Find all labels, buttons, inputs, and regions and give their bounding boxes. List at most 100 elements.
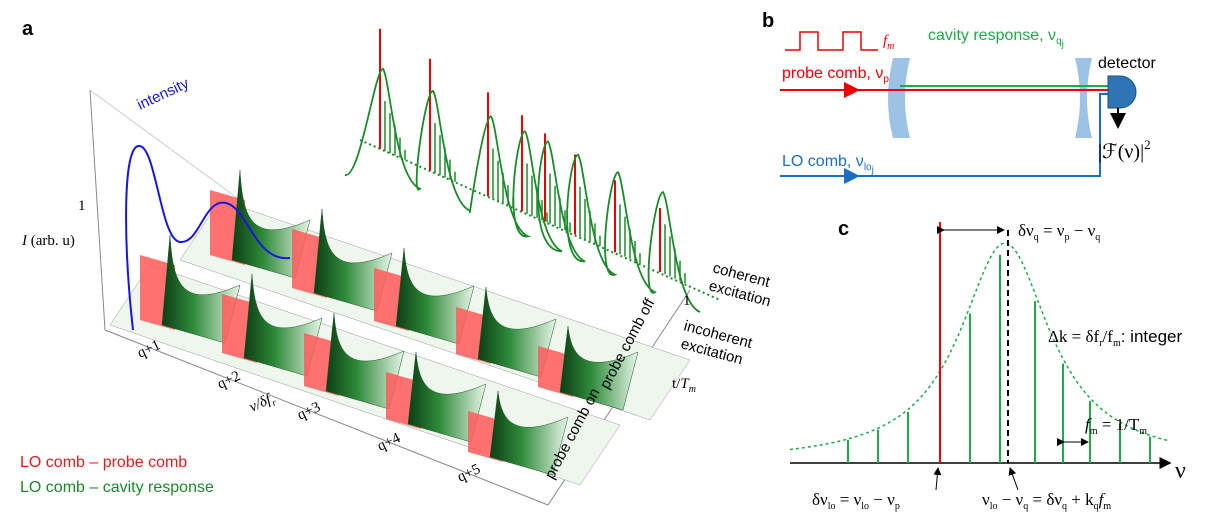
intensity-label: intensity (135, 75, 193, 114)
panel-c: c δνq = νp − νq Δk = δfr/fm: integer fm … (789, 218, 1186, 512)
annotation: j (871, 165, 874, 176)
annotation: δν (812, 490, 828, 509)
tick-label: q+4 (375, 430, 403, 455)
panel-label: b (762, 10, 774, 32)
annotation: probe comb, νpj (782, 65, 891, 88)
annotation: m (887, 41, 894, 52)
axis-label: ν/δfr (247, 390, 279, 418)
peak (313, 208, 393, 312)
axis-label: m (689, 384, 696, 395)
annotation: lo (828, 501, 836, 512)
annotation: = ν (1039, 221, 1065, 240)
annotation: /f (1103, 327, 1114, 346)
peak (395, 247, 475, 345)
legend-entry: LO comb – cavity response (20, 479, 214, 496)
peak (243, 273, 323, 377)
axis-label: (arb. u) (27, 233, 75, 249)
annotation: m (1103, 501, 1111, 512)
annotation: = ν (835, 490, 861, 509)
axis-label: t/Tm (672, 376, 696, 395)
annotation: + k (1067, 490, 1094, 509)
axis-label: T (680, 376, 690, 392)
axis-label: I (arb. u) (21, 233, 75, 249)
axis-label: t/ (672, 376, 681, 392)
peak (161, 234, 241, 344)
tick-label: q+2 (215, 368, 243, 392)
annotation: detector (1098, 55, 1156, 72)
annotation: LO comb, ν (782, 153, 864, 170)
mirror (888, 58, 910, 138)
panel-label: c (838, 218, 849, 240)
annotation: LO comb, νloj (782, 153, 874, 176)
axis-label: r (270, 397, 278, 409)
annotation: p (895, 501, 900, 512)
intensity-curve (125, 145, 291, 331)
annotation: = δν (1028, 490, 1062, 509)
annotation: f (883, 33, 889, 49)
annotation: Δk = δfr/fm: integer (1048, 327, 1182, 349)
response-curve (344, 67, 701, 313)
waterfall (109, 169, 691, 486)
comb (789, 242, 1171, 463)
peak (407, 351, 487, 443)
annotation: − ν (997, 490, 1023, 509)
axis-label: 1 (683, 293, 691, 309)
annotation: r (1099, 338, 1103, 349)
panel-label: a (22, 18, 34, 40)
axis (104, 329, 549, 506)
annotation: m (1139, 426, 1147, 437)
annotation: f (1085, 415, 1092, 434)
annotation: = 1/T (1098, 415, 1140, 434)
annotation: |ℱ(ν)| (1098, 141, 1144, 163)
axis-label: 1 (78, 198, 86, 214)
axis (89, 89, 106, 331)
axis-label: I (21, 233, 28, 249)
lorentzian (789, 242, 1171, 451)
tick-label: q+3 (295, 399, 323, 423)
annotation: νlo − νq = δνq + kqfm (982, 490, 1111, 512)
axis (89, 89, 241, 201)
panel-a: a intensity 1 I (arb. u) coherent excita… (20, 18, 773, 506)
annotation: q (1095, 232, 1100, 243)
annotation: cavity response, νqj (928, 27, 1064, 50)
annotation: f (1099, 490, 1106, 509)
legend-entry: LO comb – probe comb (20, 454, 187, 471)
annotation: q (1023, 501, 1028, 512)
annotation: p (1064, 232, 1069, 243)
tick-label: q+5 (455, 461, 483, 485)
annotation: m (1113, 338, 1121, 349)
annotation: cavity response, ν (928, 27, 1056, 44)
annotation: : integer (1121, 327, 1183, 346)
annotation: probe comb, ν (782, 65, 883, 82)
mirror (1075, 58, 1092, 138)
panel-b: b fm cavity response, νqj probe comb, νp… (762, 10, 1156, 184)
modulation (785, 31, 878, 51)
annotation: lo (864, 162, 872, 173)
annotation: q (1062, 501, 1067, 512)
annotation: ν (982, 490, 990, 509)
annotation: q (1056, 36, 1062, 47)
annotation: δνq = νp − νq (1018, 221, 1100, 243)
spectrum (344, 28, 721, 313)
arrow (933, 467, 942, 491)
peak (489, 390, 569, 476)
beam (780, 93, 1108, 177)
annotation: − ν (1069, 221, 1095, 240)
detector-icon (1107, 75, 1137, 109)
annotation: fm = 1/Tm (1085, 415, 1147, 437)
annotation: m (1090, 426, 1098, 437)
peak (477, 286, 557, 378)
peak (559, 325, 639, 411)
peak (231, 169, 311, 279)
annotation: |ℱ(ν)|2 (1098, 137, 1151, 163)
annotation: q (1094, 501, 1099, 512)
peak (325, 312, 405, 410)
annotation: δνlo = νlo − νp (812, 490, 900, 512)
annotation: − ν (869, 490, 895, 509)
annotation: j (1061, 39, 1064, 50)
annotation: fm (883, 33, 894, 52)
annotation: 2 (1144, 137, 1151, 152)
axis-label: ν/δf (247, 391, 275, 416)
annotation: lo (861, 501, 869, 512)
